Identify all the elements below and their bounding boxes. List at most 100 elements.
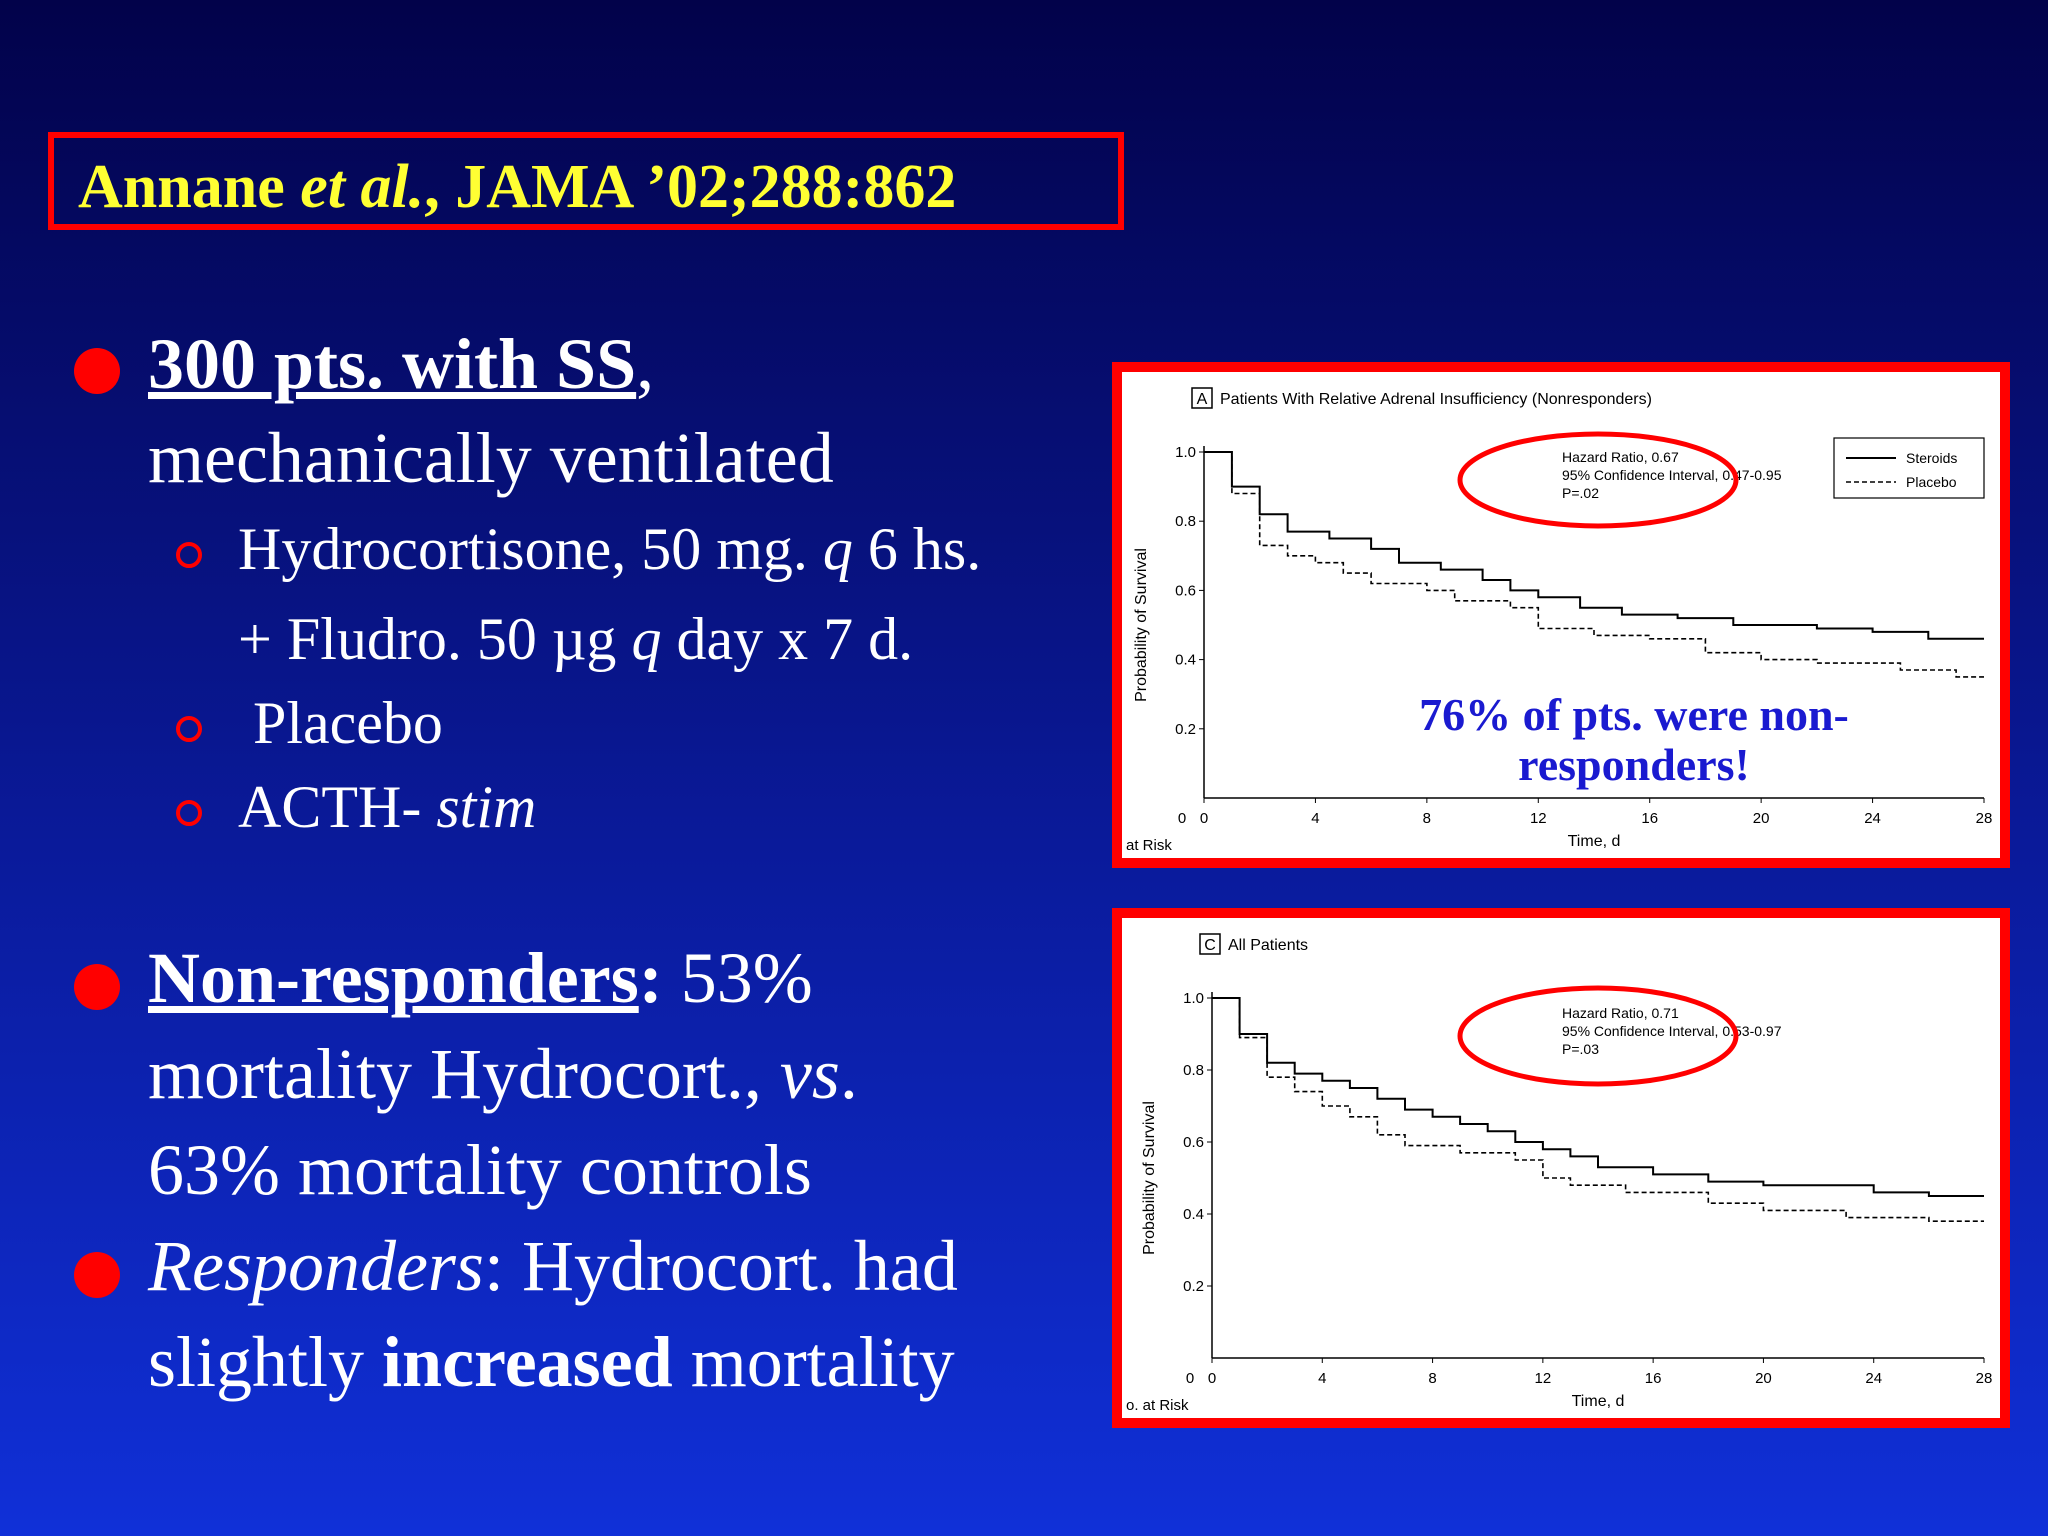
series-line-steroids xyxy=(1204,451,1984,640)
x-tick-label: 20 xyxy=(1755,1370,1772,1387)
y-axis-label: Probability of Survival xyxy=(1133,548,1150,702)
x-tick-label: 16 xyxy=(1645,1370,1662,1387)
y-tick-label: 0.8 xyxy=(1175,513,1196,530)
bullet3-line2: slightly increased mortality xyxy=(148,1314,955,1410)
sub3-stim: stim xyxy=(436,774,537,840)
bullet3-bold: increased xyxy=(382,1322,673,1402)
stat-line: P=.03 xyxy=(1562,1041,1599,1057)
sub-bullet-ring xyxy=(176,542,202,568)
x-tick-label: 28 xyxy=(1976,810,1993,827)
x-tick-label: 4 xyxy=(1318,1370,1326,1387)
series-line-placebo xyxy=(1204,451,1984,678)
y-tick-label: 1.0 xyxy=(1183,990,1204,1007)
bullet-dot xyxy=(74,1252,120,1298)
at-risk-label: at Risk xyxy=(1126,837,1172,854)
panel-letter-box xyxy=(1199,933,1221,955)
citation-etal: et al. xyxy=(300,153,425,221)
annotation-line1: 76% of pts. were non- xyxy=(1419,689,1849,740)
sub-item-2: Placebo xyxy=(238,690,443,756)
bullet2-vs: vs xyxy=(779,1034,840,1114)
nonresponder-annotation: 76% of pts. were non- responders! xyxy=(1354,690,1914,790)
y-tick-label: 1.0 xyxy=(1175,444,1196,461)
x-tick-label: 12 xyxy=(1530,810,1547,827)
bullet3-lead: Responders xyxy=(148,1226,484,1306)
y-zero-label: 0 xyxy=(1178,810,1186,827)
citation-text: Annane et al., JAMA ’02;288:862 xyxy=(78,152,956,223)
x-axis-label: Time, d xyxy=(1568,833,1621,850)
at-risk-label: o. at Risk xyxy=(1126,1397,1189,1414)
legend-label-placebo: Placebo xyxy=(1906,474,1957,490)
series-line-placebo xyxy=(1212,997,1984,1222)
sub-bullet-ring xyxy=(176,800,202,826)
sub1b-tail: day x 7 d. xyxy=(661,606,914,672)
stat-line: Hazard Ratio, 0.71 xyxy=(1562,1005,1679,1021)
x-tick-label: 4 xyxy=(1311,810,1319,827)
stat-line: 95% Confidence Interval, 0.53-0.97 xyxy=(1562,1023,1782,1039)
y-tick-label: 0.4 xyxy=(1183,1206,1204,1223)
bullet2-tail: 53% xyxy=(662,938,813,1018)
bullet-dot xyxy=(74,348,120,394)
panel-letter: A xyxy=(1197,391,1208,408)
citation-author: Annane xyxy=(78,153,285,221)
x-tick-label: 8 xyxy=(1423,810,1431,827)
bullet1-comma: , xyxy=(636,324,655,404)
bullet2-line2: mortality Hydrocort., vs. xyxy=(148,1026,858,1122)
citation-rest: , JAMA ’02;288:862 xyxy=(424,153,957,221)
chart-panel-c: C All Patients 0 4 8 12 16 20 24 28 0.2 0.4 0.6 0.8 1.… xyxy=(1112,908,2010,1428)
highlight-ellipse xyxy=(1457,431,1739,529)
bullet-dot xyxy=(74,964,120,1010)
sub-item-1-cont: + Fludro. 50 µg q day x 7 d. xyxy=(238,596,913,682)
sub-bullet-ring xyxy=(176,716,202,742)
x-tick-label: 28 xyxy=(1976,1370,1993,1387)
bullet2-colon: : xyxy=(638,938,663,1018)
chart-title: Patients With Relative Adrenal Insuffici… xyxy=(1220,391,1652,408)
chart-panel-a: A Patients With Relative Adrenal Insuffic… xyxy=(1112,362,2010,868)
series-line-steroids xyxy=(1212,997,1984,1197)
x-tick-label: 8 xyxy=(1428,1370,1436,1387)
bullet2-lead: Non-responders xyxy=(148,938,639,1018)
bullet3-line2a: slightly xyxy=(148,1322,383,1402)
sub1b-text: + Fludro. 50 µg xyxy=(238,606,632,672)
legend-label-steroids: Steroids xyxy=(1906,450,1957,466)
bullet2-dot: . xyxy=(839,1034,858,1114)
panel-letter: C xyxy=(1204,937,1216,954)
bullet3-line2b: mortality xyxy=(672,1322,955,1402)
chart-a-svg: A Patients With Relative Adrenal Insuffic… xyxy=(1126,387,1993,854)
bullet1-lead: 300 pts. with SS xyxy=(148,324,637,404)
y-tick-label: 0.6 xyxy=(1183,1134,1204,1151)
x-tick-label: 20 xyxy=(1753,810,1770,827)
y-axis-label: Probability of Survival xyxy=(1141,1101,1158,1255)
panel-letter-box xyxy=(1191,387,1213,409)
sub1-tail: 6 hs. xyxy=(852,516,982,582)
x-tick-label: 0 xyxy=(1208,1370,1216,1387)
citation-box: Annane et al., JAMA ’02;288:862 xyxy=(48,132,1124,230)
x-tick-label: 12 xyxy=(1535,1370,1552,1387)
stat-line: P=.02 xyxy=(1562,485,1599,501)
y-tick-label: 0.2 xyxy=(1183,1278,1204,1295)
bullet2-line3: 63% mortality controls xyxy=(148,1130,812,1210)
chart-c-svg: C All Patients 0 4 8 12 16 20 24 28 0.2 0.4 0.6 0.8 1.… xyxy=(1126,933,1993,1414)
sub-item-1: Hydrocortisone, 50 mg. q 6 hs. xyxy=(238,506,981,592)
sub1-text: Hydrocortisone, 50 mg. xyxy=(238,516,823,582)
chart-title: All Patients xyxy=(1228,937,1308,954)
stat-line: 95% Confidence Interval, 0.47-0.95 xyxy=(1562,467,1782,483)
x-tick-label: 16 xyxy=(1641,810,1658,827)
y-tick-label: 0.8 xyxy=(1183,1062,1204,1079)
bullet2-line1: Non-responders: 53% xyxy=(148,930,813,1026)
x-axis-label: Time, d xyxy=(1572,1393,1625,1410)
x-tick-label: 0 xyxy=(1200,810,1208,827)
bullet1-line2: mechanically ventilated xyxy=(148,418,834,498)
sub-item-3: ACTH- stim xyxy=(238,764,536,850)
bullet1-line1: 300 pts. with SS, xyxy=(148,316,654,412)
y-tick-label: 0.2 xyxy=(1175,721,1196,738)
y-zero-label: 0 xyxy=(1186,1370,1194,1387)
bullet3-line1: Responders: Hydrocort. had xyxy=(148,1218,958,1314)
bullet3-rest: : Hydrocort. had xyxy=(483,1226,958,1306)
sub3-text: ACTH- xyxy=(238,774,437,840)
x-tick-label: 24 xyxy=(1864,810,1881,827)
y-tick-label: 0.4 xyxy=(1175,652,1196,669)
sub1b-q: q xyxy=(631,606,662,672)
legend-box xyxy=(1833,437,1985,499)
highlight-ellipse xyxy=(1457,985,1739,1087)
x-tick-label: 24 xyxy=(1865,1370,1882,1387)
